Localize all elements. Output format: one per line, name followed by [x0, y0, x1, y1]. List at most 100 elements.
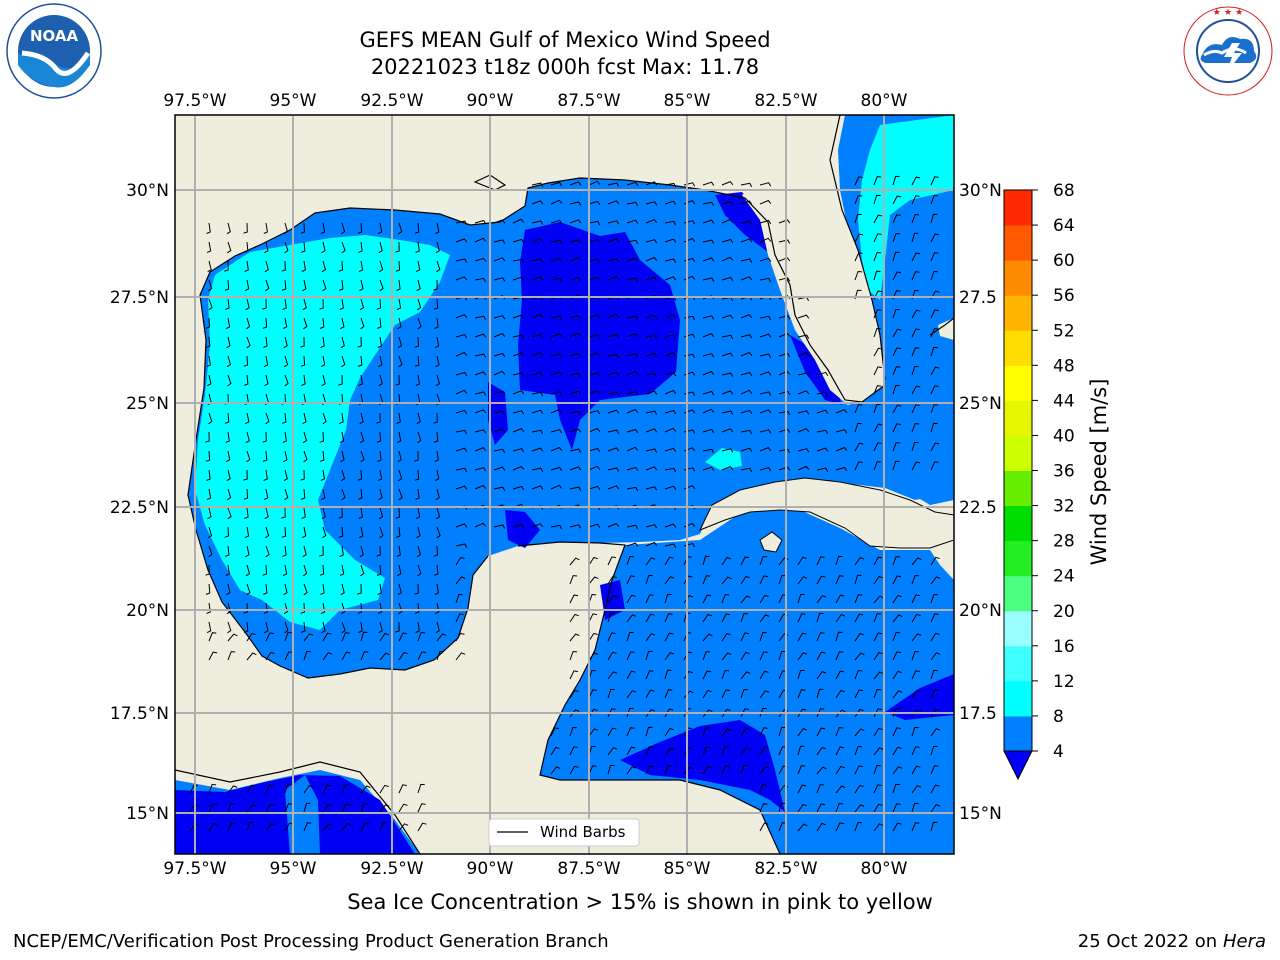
wind-barb: [512, 448, 525, 453]
wind-barb: [322, 803, 332, 813]
wind-barb: [797, 593, 805, 604]
wind-barb: [664, 632, 674, 642]
wind-barb: [436, 260, 441, 273]
wind-barb: [377, 469, 383, 482]
wind-barb: [721, 372, 734, 377]
wind-barb: [645, 314, 658, 319]
wind-barb: [759, 219, 772, 225]
wind-barb: [434, 450, 439, 462]
wind-barb: [244, 374, 249, 386]
wind-barb: [244, 279, 250, 292]
wind-barb: [434, 317, 439, 329]
wind-barb: [396, 545, 401, 557]
wind-barb: [645, 689, 655, 699]
colorbar-tick-label: 48: [1053, 356, 1075, 376]
wind-barb: [892, 251, 900, 262]
wind-barb: [797, 352, 810, 357]
wind-barb: [206, 336, 211, 348]
wind-barb: [436, 633, 447, 642]
wind-barb: [740, 556, 750, 566]
wind-barb: [816, 371, 829, 376]
wind-barb: [911, 802, 919, 813]
wind-barb: [759, 631, 767, 642]
wind-barb: [414, 469, 420, 481]
wind-barb: [588, 200, 601, 205]
wind-barb: [835, 785, 846, 794]
wind-barb: [759, 766, 770, 775]
wind-barb: [911, 650, 919, 661]
wind-barb: [227, 802, 235, 813]
wind-barb: [873, 613, 882, 623]
wind-barb: [911, 709, 922, 718]
wind-barb: [911, 613, 921, 623]
wind-barb: [226, 469, 231, 482]
wind-barb: [588, 556, 598, 566]
wind-barb: [396, 412, 401, 424]
wind-barb: [414, 602, 420, 614]
wind-barb: [550, 484, 563, 490]
lon-labels-top: 97.5°W 95°W 92.5°W 90°W 87.5°W 85°W 82.5…: [163, 91, 907, 111]
wind-barb: [569, 709, 580, 718]
wind-barb: [359, 526, 364, 539]
colorbar-tick-label: 16: [1053, 637, 1075, 657]
wind-barb: [626, 651, 635, 661]
wind-barb: [797, 465, 810, 471]
wind-barb: [378, 507, 384, 520]
wind-barb: [873, 651, 883, 661]
wind-barb: [569, 466, 582, 471]
wind-barb: [607, 467, 620, 472]
wind-barb: [474, 446, 487, 452]
wind-barb: [208, 279, 213, 292]
wind-barb: [378, 241, 383, 254]
wind-barb: [319, 564, 325, 576]
wind-barb: [319, 545, 324, 557]
wind-barb: [835, 631, 843, 642]
wind-barb: [702, 315, 715, 320]
wind-barb: [281, 507, 286, 519]
wind-barb: [435, 602, 440, 615]
wind-barb: [721, 652, 732, 661]
wind-barb: [778, 802, 786, 813]
wind-barb: [607, 632, 616, 642]
wind-barb: [911, 309, 921, 319]
wind-barb: [816, 803, 826, 813]
wind-barb: [607, 353, 620, 359]
wind-barb: [740, 688, 748, 699]
wind-barb: [550, 333, 563, 338]
wind-barb: [854, 195, 863, 205]
wind-barb: [395, 507, 401, 519]
wind-barb: [244, 260, 249, 272]
wind-barb: [816, 612, 824, 623]
lon-label: 87.5°W: [557, 859, 620, 879]
wind-barb: [816, 632, 825, 642]
wind-barb: [379, 652, 390, 661]
wind-barb: [265, 412, 270, 425]
wind-barb: [854, 213, 862, 224]
wind-barb: [303, 802, 311, 813]
wind-barb: [626, 690, 637, 699]
wind-barb: [588, 652, 599, 661]
wind-barb: [721, 218, 734, 224]
wind-barb: [512, 258, 525, 264]
wind-barb: [797, 823, 808, 832]
wind-barb: [664, 708, 674, 718]
wind-barb: [474, 257, 487, 262]
wind-barb: [835, 689, 845, 699]
wind-barb: [414, 450, 419, 462]
wind-barb: [854, 804, 865, 813]
wind-barb: [224, 260, 229, 272]
wind-barb: [664, 467, 677, 473]
wind-barb: [816, 409, 829, 414]
wind-barb: [607, 258, 620, 263]
wind-barb: [396, 431, 402, 444]
wind-barb: [227, 785, 238, 794]
wind-barb: [835, 466, 848, 472]
lon-label: 92.5°W: [360, 859, 423, 879]
colorbar-tick-label: 24: [1053, 567, 1075, 587]
wind-barb: [930, 328, 939, 338]
wind-barb: [740, 632, 749, 642]
wind-barb: [759, 237, 772, 243]
wind-barb: [645, 201, 658, 206]
colorbar-segment: [1004, 365, 1032, 401]
wind-barb: [607, 575, 617, 585]
